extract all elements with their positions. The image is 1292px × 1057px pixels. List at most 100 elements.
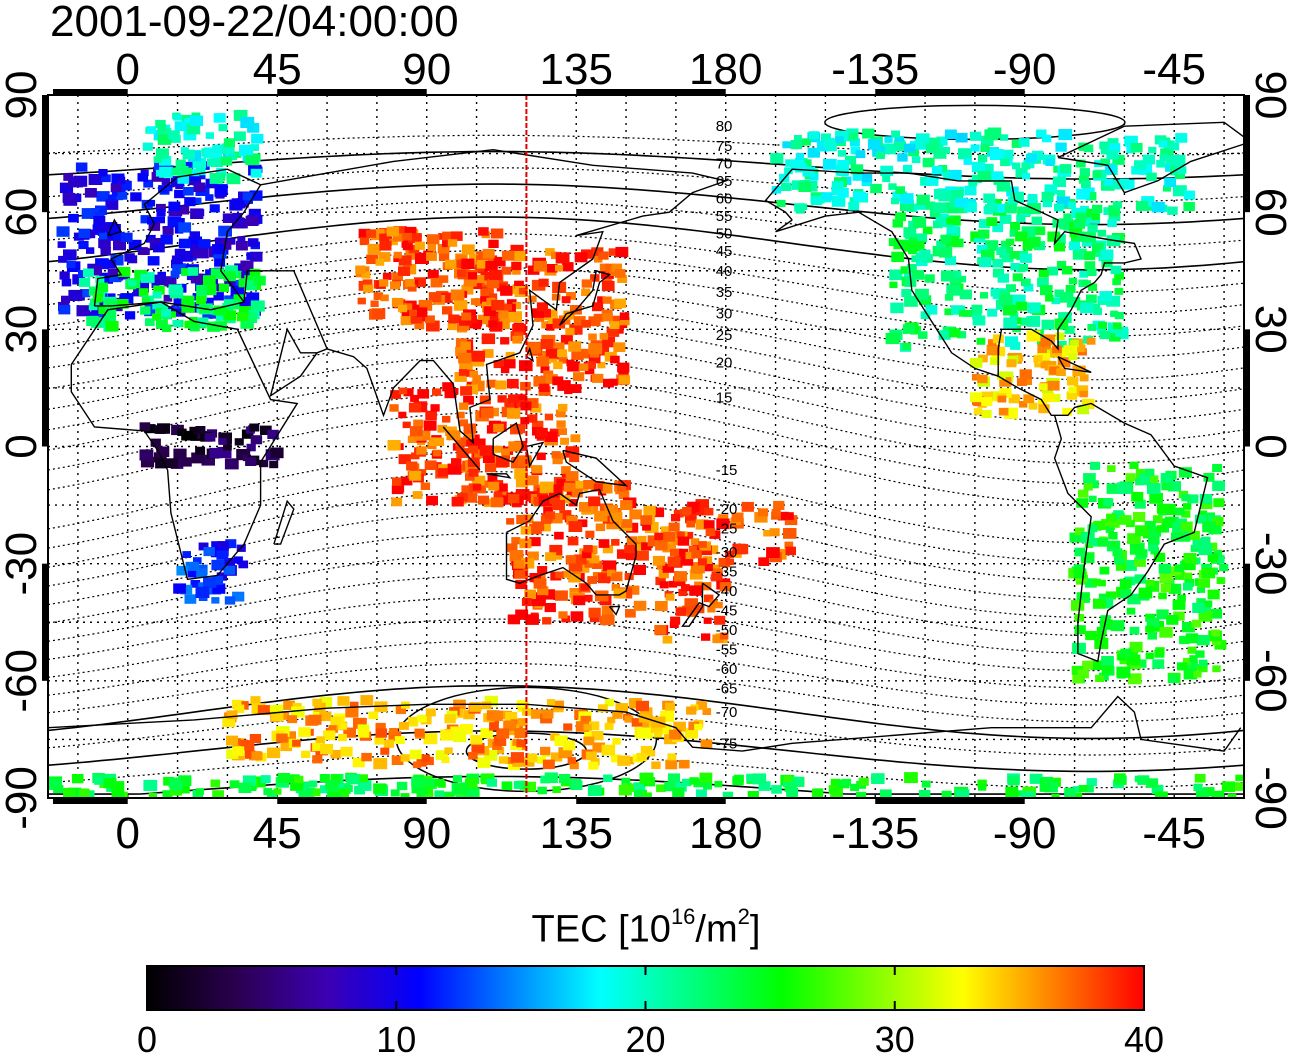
- tec-cell: [363, 284, 374, 293]
- tec-cell: [109, 272, 122, 283]
- tec-cell: [301, 750, 311, 758]
- tec-cell: [1051, 297, 1061, 305]
- tec-cell: [107, 268, 118, 277]
- tec-cell: [405, 250, 418, 260]
- tec-cell: [1075, 344, 1086, 353]
- tec-cell: [161, 178, 171, 186]
- tec-cell: [938, 194, 948, 202]
- tec-cell: [811, 788, 824, 798]
- tec-cell: [1075, 159, 1086, 168]
- tec-cell: [244, 280, 257, 291]
- tec-cell: [526, 753, 538, 763]
- tec-cell: [1015, 790, 1024, 797]
- tec-cell: [644, 522, 659, 534]
- tec-cell: [1181, 494, 1191, 502]
- tec-cell: [754, 512, 768, 523]
- tec-cell: [141, 248, 150, 255]
- tec-cell: [259, 459, 269, 468]
- tec-cell: [414, 728, 425, 737]
- tec-cell: [120, 232, 133, 242]
- tec-cell: [835, 164, 849, 176]
- tec-cell: [168, 130, 180, 140]
- tec-cell: [445, 793, 455, 798]
- tec-cell: [455, 437, 467, 446]
- tec-cell: [1033, 355, 1043, 363]
- tec-cell: [1034, 226, 1046, 236]
- tec-cell: [249, 190, 263, 201]
- tec-cell: [103, 778, 117, 789]
- tec-cell: [461, 485, 472, 494]
- tec-cell: [1067, 376, 1079, 386]
- tec-cell: [691, 550, 702, 559]
- tec-cell: [552, 455, 563, 465]
- tec-cell: [981, 410, 992, 418]
- tec-cell: [823, 158, 837, 170]
- tec-cell: [459, 402, 469, 410]
- tec-cell: [193, 557, 202, 565]
- tec-cell: [1138, 475, 1151, 486]
- tec-cell: [1044, 781, 1058, 793]
- tec-cell: [980, 135, 994, 146]
- tec-cell: [558, 774, 571, 784]
- tec-cell: [220, 156, 233, 166]
- tec-cell: [963, 202, 977, 213]
- tec-cell: [540, 515, 552, 524]
- tec-cell: [667, 556, 681, 567]
- tec-cell: [92, 294, 103, 303]
- tec-cell: [479, 395, 491, 405]
- tec-cell: [546, 699, 556, 706]
- tec-cell: [696, 505, 710, 516]
- tec-cell: [511, 537, 521, 545]
- tec-cell: [488, 239, 499, 248]
- tec-cell: [1202, 521, 1216, 533]
- tec-cell: [890, 302, 904, 314]
- tec-cell: [417, 389, 430, 399]
- tec-cell: [1083, 483, 1093, 491]
- tec-cell: [1201, 567, 1216, 579]
- tec-cell: [566, 489, 576, 497]
- tec-cell: [218, 283, 229, 292]
- tec-cell: [1136, 659, 1147, 668]
- tec-cell: [1099, 330, 1111, 340]
- tec-cell: [96, 222, 109, 232]
- tec-cell: [971, 174, 982, 183]
- tec-cell: [607, 327, 620, 337]
- tec-cell: [442, 306, 453, 315]
- tec-cell: [1029, 773, 1043, 784]
- tec-cell: [1010, 341, 1021, 350]
- tec-cell: [177, 205, 190, 215]
- tec-cell: [989, 149, 1004, 160]
- tec-cell: [611, 584, 620, 591]
- tec-cell: [664, 781, 677, 792]
- tec-cell: [786, 787, 798, 798]
- tec-cell: [238, 306, 252, 317]
- tec-cell: [532, 595, 546, 607]
- tec-cell: [938, 330, 951, 340]
- tec-cell: [591, 560, 603, 569]
- tec-cell: [240, 318, 254, 329]
- tec-cell: [484, 463, 497, 473]
- tec-cell: [423, 778, 437, 789]
- tec-cell: [239, 144, 253, 156]
- tec-cell: [1056, 260, 1067, 269]
- tec-cell: [554, 735, 568, 746]
- tec-cell: [1020, 253, 1032, 263]
- tec-cell: [1018, 138, 1030, 147]
- tec-cell: [1052, 345, 1062, 354]
- coastline: [505, 488, 637, 596]
- tec-cell: [1192, 538, 1206, 549]
- tec-cell: [398, 411, 407, 419]
- tec-cell: [75, 162, 88, 172]
- tec-cell: [231, 217, 246, 229]
- tec-cell: [515, 394, 527, 404]
- frame-band-bottom: [52, 798, 128, 804]
- tec-cell: [505, 757, 514, 764]
- tec-cell: [224, 299, 234, 307]
- tec-cell: [574, 554, 587, 565]
- tec-cell: [1155, 647, 1165, 655]
- tec-cell: [915, 252, 928, 262]
- tec-cell: [143, 779, 158, 791]
- colorbar-title-exp2: 2: [737, 904, 750, 929]
- tec-cell: [392, 272, 403, 281]
- tec-cell: [1219, 563, 1229, 572]
